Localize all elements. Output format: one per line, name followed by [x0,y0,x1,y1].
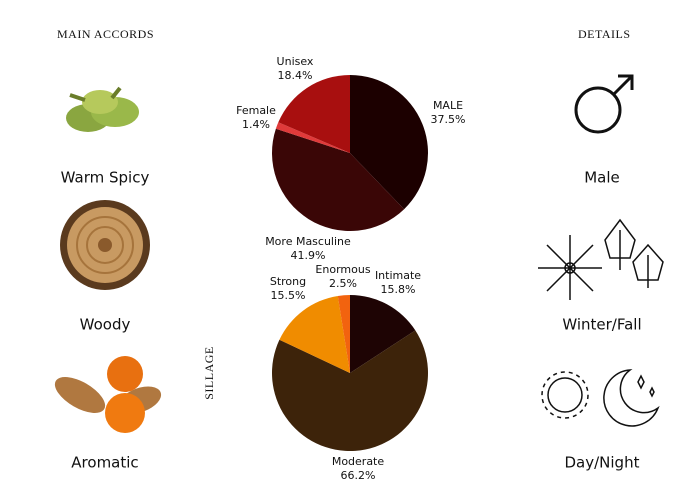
pie-slice [275,122,350,153]
pie-slice [350,295,416,373]
header: DETAILS [578,27,631,41]
slice-name: MALE [433,99,463,112]
wood-image [60,200,150,290]
pie-slice [272,128,405,231]
slice-value: 41.9% [291,249,326,262]
slice-name: Unisex [277,55,314,68]
slice-name: Strong [270,275,306,288]
slice-value: 15.5% [271,289,306,302]
slice-name: Moderate [332,455,385,468]
male-icon [574,74,634,134]
pie-slice [350,75,428,210]
slice-name: Female [236,104,276,117]
pie-slice [278,75,350,153]
slice-value: 2.5% [329,277,357,290]
cardamom-image [66,86,139,132]
turmeric-image [54,356,162,433]
detail-label: Male [584,169,620,187]
slice-value: 18.4% [278,69,313,82]
pie-slice [272,330,428,451]
slice-value: 37.5% [431,113,466,126]
slice-name: Intimate [375,269,421,282]
slice-name: Enormous [315,263,370,276]
pie-title: SILLAGE [202,346,216,400]
slice-value: 1.4% [242,118,270,131]
accord-label: Aromatic [71,454,138,472]
accord-label: Woody [80,316,131,334]
season-icon [538,218,664,300]
slice-value: 66.2% [341,469,376,482]
day-night-icon [541,369,660,427]
detail-label: Day/Night [565,454,640,472]
slice-name: More Masculine [265,235,351,248]
pie-slice [279,295,350,373]
detail-label: Winter/Fall [562,316,641,334]
slice-value: 15.8% [381,283,416,296]
pie-slice [337,295,350,373]
accord-label: Warm Spicy [61,169,150,187]
header: MAIN ACCORDS [57,27,154,41]
